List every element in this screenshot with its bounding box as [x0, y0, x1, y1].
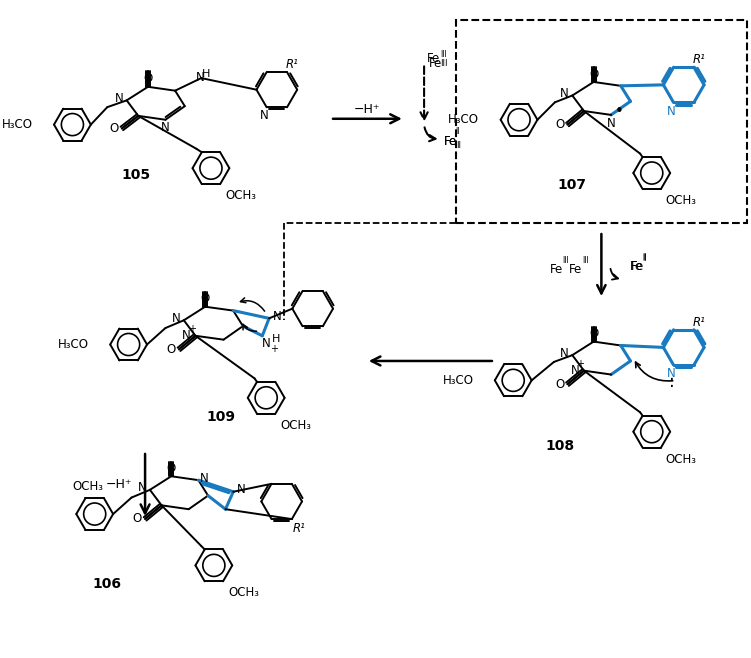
Text: N: N [137, 482, 146, 494]
Text: N: N [237, 484, 246, 496]
Text: Fe: Fe [427, 52, 440, 65]
Text: R¹: R¹ [285, 58, 298, 71]
Text: −H⁺: −H⁺ [106, 478, 132, 492]
Text: +: + [188, 324, 195, 334]
Text: O: O [133, 513, 142, 525]
Text: III: III [582, 256, 589, 265]
Text: H₃CO: H₃CO [442, 374, 473, 387]
Text: R¹: R¹ [692, 316, 705, 328]
Text: OCH₃: OCH₃ [228, 586, 259, 599]
Text: N: N [261, 109, 269, 122]
Text: N: N [172, 312, 180, 325]
Text: III: III [562, 256, 569, 265]
Text: H₃CO: H₃CO [2, 118, 33, 131]
Text: II: II [642, 254, 647, 263]
Text: +: + [270, 344, 278, 355]
Text: :: : [668, 374, 674, 392]
Text: 107: 107 [558, 178, 587, 191]
Text: O: O [555, 378, 564, 391]
Text: Fe: Fe [429, 57, 442, 70]
Text: O: O [143, 72, 152, 85]
Text: O: O [167, 343, 176, 356]
Text: H: H [272, 334, 280, 343]
Text: N: N [262, 337, 270, 350]
Text: OCH₃: OCH₃ [666, 194, 697, 207]
Text: Fe: Fe [629, 261, 643, 274]
Text: Fe: Fe [630, 261, 644, 274]
Text: N: N [560, 347, 569, 360]
Text: III: III [441, 59, 448, 68]
Text: O: O [555, 118, 564, 131]
Text: N: N [560, 87, 569, 100]
Text: 106: 106 [93, 577, 122, 591]
Text: OCH₃: OCH₃ [225, 190, 256, 202]
Text: II: II [455, 127, 460, 136]
Text: N: N [667, 105, 676, 118]
Text: H: H [202, 69, 210, 79]
Bar [456, 20, 746, 224]
Text: H₃CO: H₃CO [448, 113, 479, 126]
Text: N: N [200, 472, 209, 485]
Text: 108: 108 [545, 440, 575, 453]
Text: R¹: R¹ [293, 522, 306, 535]
Text: OCH₃: OCH₃ [72, 480, 104, 494]
Text: O: O [201, 292, 210, 305]
Text: H₃CO: H₃CO [58, 338, 89, 351]
Text: •: • [614, 105, 623, 120]
Text: Fe: Fe [550, 263, 562, 276]
Text: 109: 109 [206, 410, 235, 424]
Text: O: O [589, 68, 599, 81]
Text: 105: 105 [122, 168, 151, 182]
Text: N: N [571, 364, 580, 377]
Text: O: O [167, 462, 176, 475]
Text: OCH₃: OCH₃ [666, 453, 697, 466]
Text: II: II [642, 253, 647, 262]
Text: N: N [607, 117, 616, 130]
Text: +: + [576, 359, 584, 369]
Text: N: N [182, 329, 191, 342]
Text: N: N [667, 367, 676, 380]
Text: N: N [115, 92, 123, 105]
Text: Fe: Fe [444, 134, 457, 147]
Text: N: N [273, 310, 281, 323]
Text: R¹: R¹ [692, 53, 705, 66]
Text: Fe: Fe [569, 263, 582, 276]
Text: III: III [441, 50, 448, 59]
Text: II: II [456, 141, 461, 150]
Text: Fe: Fe [444, 134, 457, 147]
Text: −H⁺: −H⁺ [354, 103, 380, 116]
Text: OCH₃: OCH₃ [280, 419, 311, 432]
Text: N: N [161, 121, 170, 134]
Text: O: O [589, 327, 599, 340]
Text: O: O [110, 122, 119, 135]
Text: N: N [196, 70, 205, 84]
